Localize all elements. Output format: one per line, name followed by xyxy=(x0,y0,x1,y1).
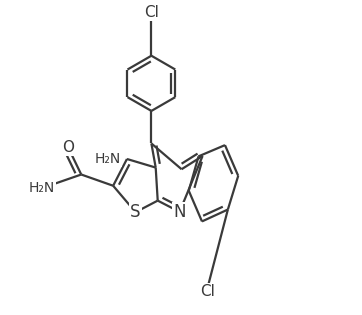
Text: S: S xyxy=(130,203,141,221)
Text: Cl: Cl xyxy=(144,5,159,20)
Text: Cl: Cl xyxy=(200,284,215,299)
Text: O: O xyxy=(62,140,74,155)
Text: H₂N: H₂N xyxy=(29,181,55,195)
Text: N: N xyxy=(173,203,186,221)
Text: H₂N: H₂N xyxy=(94,152,121,166)
